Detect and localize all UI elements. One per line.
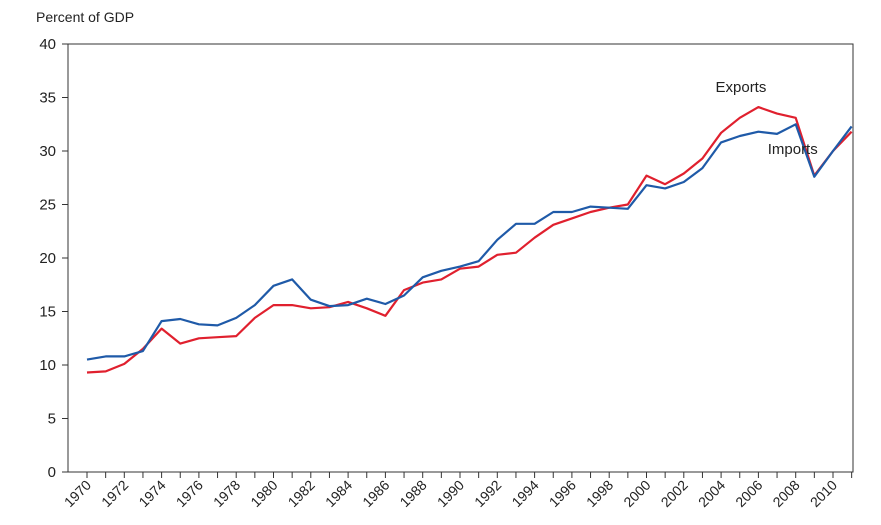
x-tick-label: 2006 — [732, 477, 765, 510]
y-tick-label: 0 — [48, 464, 56, 481]
y-axis-title: Percent of GDP — [36, 9, 135, 25]
x-tick-label: 1986 — [359, 477, 392, 510]
x-tick-label: 2002 — [658, 477, 691, 510]
x-tick-label: 1980 — [247, 477, 280, 510]
x-tick-label: 1996 — [546, 477, 579, 510]
y-tick-label: 5 — [48, 411, 56, 428]
chart-axes — [67, 43, 854, 473]
x-tick-label: 2004 — [695, 477, 728, 510]
y-axis-ticks: 0 5 10 15 20 25 30 35 40 — [39, 36, 68, 481]
x-tick-label: 1990 — [434, 477, 467, 510]
x-tick-label: 1974 — [135, 477, 168, 510]
series-annotations: Exports Imports — [716, 79, 818, 158]
x-tick-label: 1988 — [396, 477, 429, 510]
x-tick-label: 1970 — [61, 477, 94, 510]
plot-frame — [67, 43, 854, 473]
annotation-exports: Exports — [716, 79, 767, 96]
x-tick-label: 2000 — [620, 477, 653, 510]
x-tick-label: 1976 — [173, 477, 206, 510]
annotation-imports: Imports — [768, 141, 818, 158]
y-tick-label: 35 — [39, 90, 56, 107]
x-tick-label: 1972 — [98, 477, 131, 510]
x-tick-label: 1994 — [508, 477, 541, 510]
y-tick-label: 40 — [39, 36, 56, 53]
x-axis-ticks: 1970 1972 1974 1976 1978 1980 1982 1984 1986 1988… — [61, 472, 853, 510]
y-tick-label: 15 — [39, 304, 56, 321]
y-tick-label: 30 — [39, 143, 56, 160]
y-tick-label: 20 — [39, 250, 56, 267]
x-tick-label: 1978 — [210, 477, 243, 510]
x-tick-label: 1982 — [285, 477, 318, 510]
x-tick-label: 2008 — [769, 477, 802, 510]
x-tick-label: 1992 — [471, 477, 504, 510]
y-tick-label: 25 — [39, 197, 56, 214]
y-tick-label: 10 — [39, 357, 56, 374]
series-lines — [86, 105, 853, 374]
series-line-exports — [86, 105, 853, 374]
x-tick-label: 2010 — [807, 477, 840, 510]
x-tick-label: 1984 — [322, 477, 355, 510]
series-line-imports — [86, 123, 853, 361]
x-tick-label: 1998 — [583, 477, 616, 510]
